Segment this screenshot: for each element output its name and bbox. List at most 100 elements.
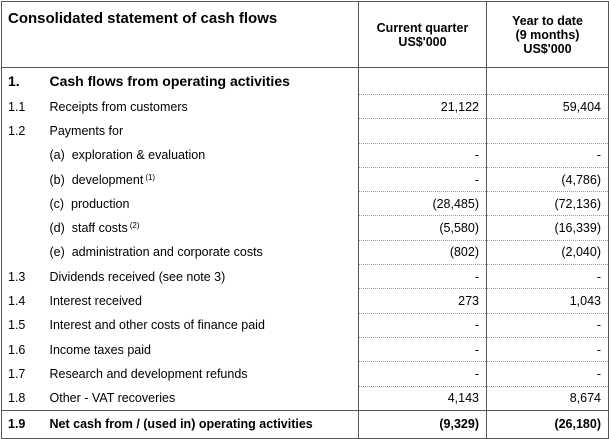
row-label-cell: Cash flows from operating activities: [46, 68, 359, 95]
column-header-line: Year to date: [512, 13, 583, 28]
row-label: Dividends received (see note 3): [49, 269, 226, 284]
table-row: (a) exploration & evaluation - -: [1, 142, 609, 168]
column-header-line: US$'000: [523, 41, 572, 56]
table-row: (b) development (1) - (4,786): [1, 166, 609, 192]
row-label: Net cash from / (used in) operating acti…: [49, 417, 313, 432]
year-to-date-value: [486, 67, 609, 95]
year-to-date-value: (26,180): [486, 409, 609, 439]
row-label-cell: Payments for: [46, 119, 359, 143]
table-row: 1.3 Dividends received (see note 3) - -: [1, 264, 609, 289]
row-label: Interest received: [49, 294, 142, 309]
row-label-cell: (c) production: [46, 192, 359, 216]
year-to-date-value: -: [486, 264, 609, 289]
row-number: [1, 143, 46, 168]
year-to-date-value: -: [486, 142, 609, 168]
year-to-date-value: -: [486, 361, 609, 387]
current-quarter-value: 273: [358, 288, 487, 314]
column-header-year-to-date: Year to date (9 months) US$'000: [486, 1, 609, 68]
table-row: 1.5 Interest and other costs of finance p…: [1, 312, 609, 338]
row-label: (e) administration and corporate costs: [49, 245, 263, 260]
table-header-row: Consolidated statement of cash flows Cur…: [1, 1, 609, 68]
table-row: 1.4 Interest received 273 1,043: [1, 288, 609, 314]
year-to-date-value: -: [486, 336, 609, 362]
year-to-date-value: 59,404: [486, 93, 609, 119]
row-number: 1.2: [1, 118, 46, 144]
row-number: [1, 215, 46, 241]
row-number: 1.7: [1, 361, 46, 387]
current-quarter-value: [358, 118, 487, 144]
table-row: 1.1 Receipts from customers 21,122 59,404: [1, 93, 609, 119]
row-label: Research and development refunds: [49, 366, 248, 381]
column-header-line: Current quarter: [376, 20, 469, 35]
table-row: 1.8 Other - VAT recoveries 4,143 8,674: [1, 385, 609, 411]
table-row: (c) production (28,485) (72,136): [1, 191, 609, 216]
year-to-date-value: (2,040): [486, 239, 609, 265]
year-to-date-value: 1,043: [486, 288, 609, 314]
row-label-cell: (e) administration and corporate costs: [46, 240, 359, 264]
current-quarter-value: (9,329): [358, 409, 487, 439]
row-label-cell: (b) development (1): [46, 167, 359, 191]
row-label: Other - VAT recoveries: [49, 390, 176, 405]
row-label-cell: Receipts from customers: [46, 95, 359, 119]
footnote-marker: (2): [129, 221, 140, 231]
statement-title: Consolidated statement of cash flows: [1, 1, 359, 68]
footnote-marker: (1): [145, 172, 156, 182]
row-label: Payments for: [49, 123, 124, 138]
current-quarter-value: [358, 67, 487, 95]
column-header-line: (9 months): [515, 27, 580, 42]
row-label: Receipts from customers: [49, 99, 188, 114]
row-number: 1.: [1, 67, 46, 95]
current-quarter-value: 4,143: [358, 385, 487, 411]
row-number: 1.1: [1, 94, 46, 119]
row-label-cell: Research and development refunds: [46, 362, 359, 386]
year-to-date-value: (4,786): [486, 166, 609, 192]
column-header-line: US$'000: [398, 34, 447, 49]
row-label-cell: (a) exploration & evaluation: [46, 143, 359, 167]
table-row: 1.7 Research and development refunds - -: [1, 361, 609, 387]
row-label-cell: Income taxes paid: [46, 337, 359, 361]
row-label-cell: (d) staff costs (2): [46, 216, 359, 240]
current-quarter-value: (802): [358, 239, 487, 265]
row-number: [1, 167, 46, 192]
table-row: 1.6 Income taxes paid - -: [1, 336, 609, 362]
row-label-cell: Net cash from / (used in) operating acti…: [45, 409, 359, 439]
row-number: 1.9: [1, 409, 46, 439]
current-quarter-value: (28,485): [358, 191, 487, 216]
row-label: Income taxes paid: [49, 342, 151, 357]
current-quarter-value: -: [358, 312, 487, 338]
year-to-date-value: (72,136): [486, 191, 609, 216]
current-quarter-value: -: [358, 166, 487, 192]
table-row: 1.9 Net cash from / (used in) operating a…: [1, 409, 609, 439]
table-row: 1.2 Payments for: [1, 118, 609, 144]
current-quarter-value: (5,580): [358, 215, 487, 241]
row-label: Cash flows from operating activities: [49, 73, 290, 90]
row-label-cell: Other - VAT recoveries: [46, 386, 359, 410]
year-to-date-value: 8,674: [486, 385, 609, 411]
current-quarter-value: -: [358, 142, 487, 168]
year-to-date-value: [486, 118, 609, 144]
row-number: 1.5: [1, 313, 46, 338]
row-number: [1, 240, 46, 265]
year-to-date-value: -: [486, 312, 609, 338]
current-quarter-value: -: [358, 361, 487, 387]
column-header-current-quarter: Current quarter US$'000: [358, 1, 487, 68]
row-label: (c) production: [49, 196, 130, 211]
table-row: (e) administration and corporate costs (8…: [1, 239, 609, 265]
row-number: [1, 191, 46, 216]
table-row: 1. Cash flows from operating activities: [1, 67, 609, 95]
row-label: Interest and other costs of finance paid: [49, 318, 265, 333]
current-quarter-value: 21,122: [358, 93, 487, 119]
row-label: (b) development: [49, 172, 144, 187]
current-quarter-value: -: [358, 264, 487, 289]
row-number: 1.3: [1, 264, 46, 289]
row-label: (a) exploration & evaluation: [49, 148, 206, 163]
table-row: (d) staff costs (2) (5,580) (16,339): [1, 215, 609, 241]
year-to-date-value: (16,339): [486, 215, 609, 241]
row-label-cell: Dividends received (see note 3): [46, 265, 359, 289]
row-label-cell: Interest received: [46, 289, 359, 313]
row-number: 1.4: [1, 288, 46, 314]
current-quarter-value: -: [358, 336, 487, 362]
row-label-cell: Interest and other costs of finance paid: [46, 313, 359, 337]
